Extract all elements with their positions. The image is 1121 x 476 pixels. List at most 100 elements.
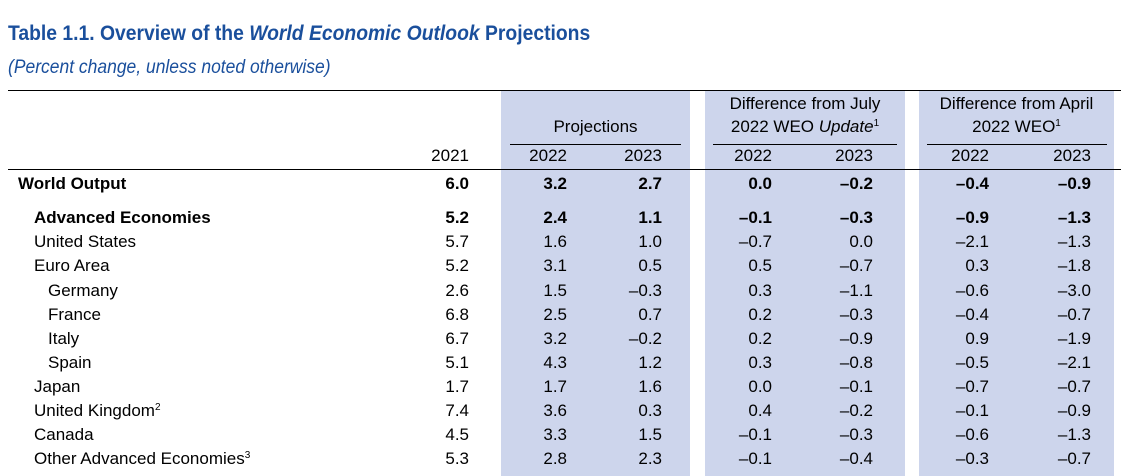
table-cell: –0.6 (955, 281, 989, 300)
footnote-ref: 2 (154, 402, 161, 413)
table-cell: –0.9 (1057, 174, 1091, 193)
table-cell: –0.1 (955, 401, 989, 420)
table-cell: 3.2 (543, 329, 567, 348)
diff-july-header-line2: 2022 WEO Update1 (705, 117, 905, 137)
table-cell: 4.3 (543, 353, 567, 372)
header-rule (8, 169, 1121, 170)
table-cell: –2.1 (1057, 353, 1091, 372)
table-cell: 5.2 (445, 256, 469, 275)
table-cell: –0.3 (628, 281, 662, 300)
table-cell: –0.3 (839, 305, 873, 324)
table-cell: 5.7 (445, 232, 469, 251)
row-label: Canada (34, 425, 94, 445)
table-cell: –0.6 (955, 425, 989, 444)
top-rule (8, 90, 1121, 91)
row-label-text: Canada (34, 425, 94, 444)
table-cell: –0.1 (738, 449, 772, 468)
diff-july-line2-prefix: 2022 WEO (730, 117, 819, 136)
table-cell: –1.1 (839, 281, 873, 300)
table-cell: –1.3 (1057, 232, 1091, 251)
table-cell: 3.6 (543, 401, 567, 420)
table-cell: –0.7 (1057, 377, 1091, 396)
table-cell: –0.8 (839, 353, 873, 372)
row-label: France (48, 305, 101, 325)
table-cell: 1.7 (445, 377, 469, 396)
table-cell: 1.6 (638, 377, 662, 396)
table-cell: –0.7 (955, 377, 989, 396)
year-header-1: 2022 (529, 146, 567, 165)
table-cell: 0.5 (638, 256, 662, 275)
table-cell: 0.2 (748, 329, 772, 348)
table-cell: 5.2 (445, 208, 469, 227)
table-cell: –0.3 (839, 208, 873, 227)
table-cell: 0.3 (965, 256, 989, 275)
footnote-ref: 3 (244, 450, 251, 461)
diff-april-header-line2: 2022 WEO1 (919, 117, 1114, 137)
row-label: United Kingdom2 (34, 401, 161, 421)
table-cell: 7.4 (445, 401, 469, 420)
table-cell: 1.5 (543, 281, 567, 300)
table-cell: 0.3 (638, 401, 662, 420)
table-cell: –1.9 (1057, 329, 1091, 348)
row-label-text: Japan (34, 377, 81, 396)
diff-july-underline (713, 144, 897, 145)
row-label: Advanced Economies (34, 208, 211, 228)
table-cell: –0.3 (839, 425, 873, 444)
table-subtitle: (Percent change, unless noted otherwise) (8, 57, 331, 78)
projections-underline (510, 144, 681, 145)
table-cell: –0.5 (955, 353, 989, 372)
table-cell: –0.1 (738, 208, 772, 227)
row-label: Japan (34, 377, 80, 397)
table-cell: 1.6 (543, 232, 567, 251)
table-cell: 1.1 (638, 208, 662, 227)
table-cell: 5.1 (445, 353, 469, 372)
row-label-text: Germany (48, 281, 118, 300)
row-label-text: Italy (48, 329, 80, 348)
table-cell: –0.1 (839, 377, 873, 396)
row-label: United States (34, 232, 136, 252)
row-label-text: Spain (48, 353, 92, 372)
table-cell: 0.0 (849, 232, 873, 251)
table-cell: 3.1 (543, 256, 567, 275)
table-title-suffix: Projections (479, 22, 591, 45)
table-cell: –0.9 (1057, 401, 1091, 420)
table-cell: 0.5 (748, 256, 772, 275)
projections-band (501, 91, 690, 476)
table-cell: –0.4 (839, 449, 873, 468)
table-cell: –3.0 (1057, 281, 1091, 300)
table-cell: 0.0 (748, 174, 772, 193)
table-cell: –0.2 (839, 401, 873, 420)
table-cell: –2.1 (955, 232, 989, 251)
table-cell: –1.8 (1057, 256, 1091, 275)
row-label-text: France (48, 305, 101, 324)
row-label: World Output (18, 174, 126, 194)
table-title-italic: World Economic Outlook (249, 22, 480, 45)
year-header-2: 2023 (624, 146, 662, 165)
table-cell: 2.4 (543, 208, 567, 227)
projections-header: Projections (553, 117, 638, 136)
diff-july-line2-italic: Update (818, 117, 874, 136)
row-label-text: Other Advanced Economies (34, 449, 245, 468)
year-header-6: 2023 (1053, 146, 1091, 165)
row-label: Italy (48, 329, 79, 349)
footnote-ref-1: 1 (1055, 118, 1061, 129)
table-cell: –0.4 (955, 305, 989, 324)
row-label-text: World Output (18, 174, 127, 193)
table-cell: 2.3 (638, 449, 662, 468)
table-title: Table 1.1. Overview of the World Economi… (8, 22, 590, 46)
table-cell: –0.7 (738, 232, 772, 251)
table-cell: 6.7 (445, 329, 469, 348)
table-cell: 0.3 (748, 281, 772, 300)
table-cell: 0.7 (638, 305, 662, 324)
table-cell: –1.3 (1057, 425, 1091, 444)
diff-april-band (919, 91, 1114, 476)
table-cell: –0.3 (955, 449, 989, 468)
table-cell: –0.9 (839, 329, 873, 348)
row-label-text: United States (34, 232, 137, 251)
table-cell: 5.3 (445, 449, 469, 468)
table-cell: 0.3 (748, 353, 772, 372)
table-cell: 2.5 (543, 305, 567, 324)
table-cell: –1.3 (1057, 208, 1091, 227)
table-cell: 3.3 (543, 425, 567, 444)
table-cell: –0.9 (955, 208, 989, 227)
